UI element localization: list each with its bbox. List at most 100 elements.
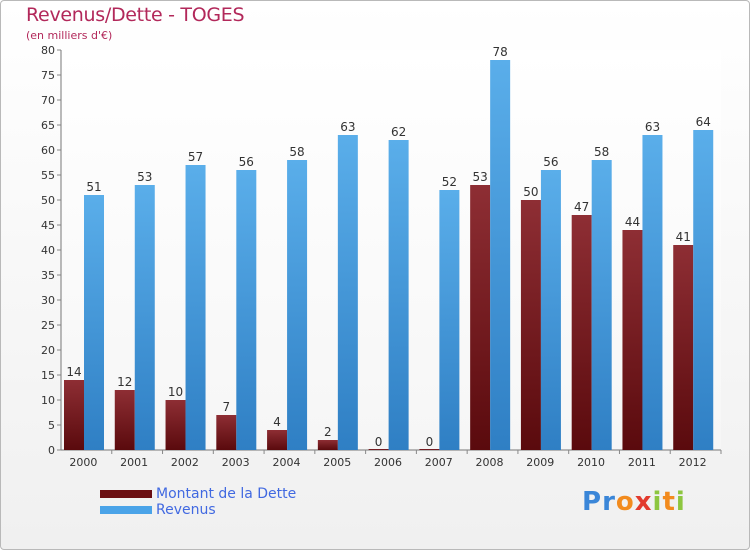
bar-revenus	[236, 170, 257, 450]
x-tick-label: 2011	[628, 456, 656, 469]
y-tick-label: 0	[48, 444, 55, 457]
data-label-dette: 10	[168, 385, 183, 399]
y-tick-label: 25	[41, 319, 55, 332]
data-label-dette: 0	[375, 435, 383, 449]
bar-revenus	[490, 60, 511, 450]
y-tick-label: 30	[41, 294, 55, 307]
x-tick-label: 2009	[526, 456, 554, 469]
logo-letter: t	[662, 487, 676, 517]
y-tick-label: 35	[41, 269, 55, 282]
logo-letter: r	[602, 487, 616, 517]
chart-title: Revenus/Dette - TOGES	[26, 4, 245, 26]
bar-revenus	[591, 160, 612, 450]
bar-revenus	[388, 140, 409, 450]
bar-revenus	[337, 135, 358, 450]
data-label-dette: 41	[676, 230, 691, 244]
data-label-dette: 14	[66, 365, 81, 379]
x-tick-label: 2001	[120, 456, 148, 469]
logo-letter: i	[675, 487, 686, 517]
x-tick-label: 2003	[222, 456, 250, 469]
data-label-revenus: 56	[239, 155, 254, 169]
bar-dette	[419, 449, 440, 450]
bar-dette	[114, 390, 135, 450]
data-label-dette: 50	[523, 185, 538, 199]
bar-revenus	[134, 185, 155, 450]
x-tick-label: 2007	[425, 456, 453, 469]
bar-dette	[317, 440, 338, 450]
logo-letter: P	[582, 487, 603, 517]
data-label-revenus: 64	[696, 115, 711, 129]
y-tick-label: 75	[41, 69, 55, 82]
data-label-revenus: 53	[137, 170, 152, 184]
legend-label-revenus: Revenus	[156, 502, 216, 518]
legend-swatch-revenus	[100, 506, 152, 514]
legend-swatch-dette	[100, 490, 152, 498]
data-label-revenus: 52	[442, 175, 457, 189]
logo-letter: i	[652, 487, 663, 517]
bar-revenus	[185, 165, 206, 450]
y-tick-label: 55	[41, 169, 55, 182]
bar-revenus	[540, 170, 561, 450]
y-tick-label: 60	[41, 144, 55, 157]
legend-label-dette: Montant de la Dette	[156, 486, 297, 502]
y-tick-label: 50	[41, 194, 55, 207]
y-tick-label: 20	[41, 344, 55, 357]
data-label-revenus: 58	[289, 145, 304, 159]
legend: Montant de la Dette Revenus	[100, 486, 296, 518]
bar-revenus	[693, 130, 714, 450]
x-tick-label: 2004	[272, 456, 300, 469]
x-tick-label: 2006	[374, 456, 402, 469]
data-label-dette: 7	[222, 400, 230, 414]
y-tick-label: 80	[41, 44, 55, 57]
x-tick-label: 2008	[476, 456, 504, 469]
data-label-dette: 2	[324, 425, 332, 439]
data-label-dette: 12	[117, 375, 132, 389]
logo-letter: o	[615, 487, 635, 517]
data-label-revenus: 62	[391, 125, 406, 139]
x-tick-label: 2005	[323, 456, 351, 469]
proxiti-logo: Proxiti	[582, 487, 686, 517]
y-tick-label: 40	[41, 244, 55, 257]
data-label-revenus: 56	[543, 155, 558, 169]
bar-dette	[368, 449, 389, 450]
bar-revenus	[642, 135, 663, 450]
chart-subtitle: (en milliers d'€)	[26, 29, 113, 42]
bar-dette	[520, 200, 541, 450]
legend-item-revenus: Revenus	[100, 502, 296, 518]
bar-revenus	[84, 195, 104, 450]
bar-dette	[571, 215, 592, 450]
x-tick-label: 2002	[171, 456, 199, 469]
data-label-dette: 53	[473, 170, 488, 184]
data-label-revenus: 58	[594, 145, 609, 159]
y-tick-label: 70	[41, 94, 55, 107]
bar-revenus	[439, 190, 460, 450]
y-tick-label: 65	[41, 119, 55, 132]
x-tick-label: 2012	[679, 456, 707, 469]
bar-dette	[216, 415, 237, 450]
data-label-dette: 4	[273, 415, 281, 429]
bar-dette	[470, 185, 491, 450]
bar-dette	[622, 230, 643, 450]
x-tick-label: 2000	[69, 456, 97, 469]
data-label-revenus: 51	[86, 180, 101, 194]
y-tick-label: 45	[41, 219, 55, 232]
data-label-dette: 47	[574, 200, 589, 214]
y-tick-label: 5	[48, 419, 55, 432]
y-tick-label: 15	[41, 369, 55, 382]
bar-dette	[165, 400, 186, 450]
bar-revenus	[287, 160, 308, 450]
y-tick-label: 10	[41, 394, 55, 407]
data-label-dette: 44	[625, 215, 640, 229]
logo-letter: x	[634, 487, 653, 517]
bar-dette	[64, 380, 84, 450]
data-label-revenus: 63	[340, 120, 355, 134]
x-tick-label: 2010	[577, 456, 605, 469]
data-label-revenus: 63	[645, 120, 660, 134]
data-label-dette: 0	[426, 435, 434, 449]
data-label-revenus: 78	[493, 45, 508, 59]
legend-item-dette: Montant de la Dette	[100, 486, 296, 502]
data-label-revenus: 57	[188, 150, 203, 164]
bar-dette	[673, 245, 694, 450]
bar-dette	[267, 430, 288, 450]
